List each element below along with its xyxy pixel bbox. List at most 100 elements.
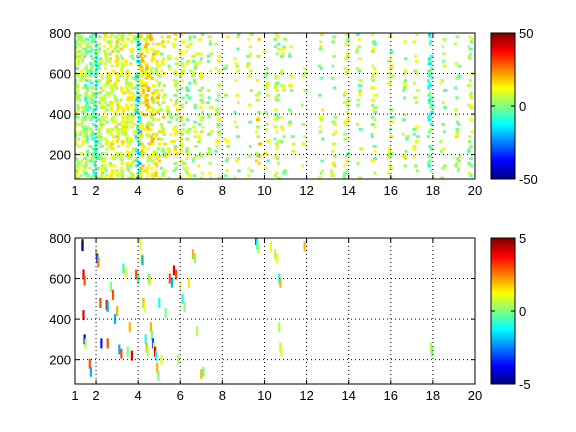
heatmap-cell bbox=[345, 52, 350, 56]
heatmap-cell bbox=[389, 135, 394, 139]
heatmap-cell bbox=[134, 103, 139, 107]
heatmap-cell bbox=[125, 76, 129, 80]
heatmap-cell bbox=[358, 93, 363, 97]
heatmap-cell bbox=[157, 142, 162, 146]
heatmap-cell bbox=[147, 120, 151, 124]
x-tick-label: 16 bbox=[384, 183, 398, 198]
heatmap-cell bbox=[75, 33, 80, 36]
heatmap-cell bbox=[174, 166, 178, 170]
heatmap-cell bbox=[137, 101, 141, 104]
heatmap-cell bbox=[401, 132, 405, 136]
heatmap-cell bbox=[119, 113, 123, 117]
heatmap-cell bbox=[389, 108, 394, 112]
heatmap-cell bbox=[150, 174, 155, 177]
heatmap-cell bbox=[330, 169, 333, 173]
heatmap-cell bbox=[223, 137, 227, 141]
heatmap-cell bbox=[199, 98, 204, 102]
heatmap-cell bbox=[456, 169, 460, 173]
heatmap-cell bbox=[206, 59, 211, 63]
heatmap-cell bbox=[143, 45, 148, 49]
heatmap-cell bbox=[94, 69, 98, 73]
heatmap-cell bbox=[157, 370, 160, 381]
heatmap-cell bbox=[154, 171, 158, 175]
heatmap-cell bbox=[198, 123, 202, 126]
heatmap-cell bbox=[88, 127, 93, 131]
heatmap-cell bbox=[275, 130, 278, 134]
heatmap-cell bbox=[181, 79, 185, 83]
heatmap-cell bbox=[191, 74, 195, 78]
heatmap-cell bbox=[185, 93, 189, 97]
heatmap-cell bbox=[257, 110, 261, 114]
heatmap-cell bbox=[215, 108, 220, 112]
heatmap-cell bbox=[194, 62, 199, 66]
heatmap-cell bbox=[76, 166, 81, 170]
heatmap-cell bbox=[100, 98, 105, 102]
heatmap-cell bbox=[113, 81, 117, 85]
heatmap-cell bbox=[110, 127, 115, 131]
heatmap-cell bbox=[274, 96, 278, 100]
colorbar-tick-label: 0 bbox=[519, 304, 526, 319]
heatmap-cell bbox=[175, 130, 179, 134]
heatmap-cell bbox=[135, 157, 138, 160]
heatmap-cell bbox=[141, 91, 145, 95]
heatmap-cell bbox=[93, 50, 98, 53]
heatmap-cell bbox=[343, 137, 348, 141]
heatmap-cell bbox=[281, 171, 287, 175]
heatmap-cell bbox=[216, 125, 220, 129]
heatmap-cell bbox=[442, 164, 447, 168]
heatmap-cell bbox=[145, 135, 149, 139]
heatmap-cell bbox=[273, 118, 278, 122]
heatmap-cell bbox=[258, 142, 262, 146]
heatmap-cell bbox=[104, 137, 107, 141]
heatmap-cell bbox=[205, 152, 211, 156]
heatmap-cell bbox=[75, 98, 79, 102]
heatmap-cell bbox=[122, 125, 127, 129]
heatmap-cell bbox=[88, 144, 93, 148]
heatmap-cell bbox=[182, 123, 186, 126]
heatmap-cell bbox=[92, 40, 96, 44]
heatmap-cell bbox=[303, 135, 307, 139]
heatmap-cell bbox=[99, 174, 104, 177]
heatmap-cell bbox=[223, 67, 227, 70]
heatmap-cell bbox=[429, 123, 434, 126]
x-tick-label: 4 bbox=[135, 388, 142, 403]
heatmap-cell bbox=[140, 59, 145, 63]
chart-1: 1 2 4 6 8 10 12 14 16 18 20 200 400 600 800 -50 0 50 bbox=[49, 26, 538, 198]
heatmap-cell bbox=[95, 166, 100, 170]
heatmap-cell bbox=[124, 79, 128, 83]
heatmap-cell bbox=[75, 79, 78, 83]
heatmap-cell bbox=[415, 169, 419, 173]
heatmap-cell bbox=[196, 326, 199, 337]
heatmap-cell bbox=[402, 154, 407, 158]
heatmap-cell bbox=[81, 86, 86, 90]
heatmap-cell bbox=[413, 164, 418, 168]
heatmap-cell bbox=[343, 120, 347, 124]
heatmap-cell bbox=[103, 123, 106, 126]
heatmap-cell bbox=[97, 101, 102, 104]
heatmap-cell bbox=[236, 135, 241, 139]
x-tick-label: 16 bbox=[384, 388, 398, 403]
x-tick-label: 8 bbox=[219, 388, 226, 403]
heatmap-cell bbox=[105, 79, 110, 83]
heatmap-cell bbox=[198, 37, 203, 41]
heatmap-cell bbox=[154, 79, 159, 83]
heatmap-cell bbox=[170, 277, 173, 288]
heatmap-cell bbox=[105, 140, 110, 143]
heatmap-cell bbox=[93, 152, 98, 156]
heatmap-cell bbox=[318, 115, 323, 119]
heatmap-cell bbox=[76, 159, 80, 163]
heatmap-cell bbox=[151, 176, 155, 179]
heatmap-cell bbox=[80, 57, 85, 61]
heatmap-cell bbox=[470, 40, 474, 44]
heatmap-cell bbox=[116, 37, 121, 41]
heatmap-cell bbox=[145, 171, 150, 175]
heatmap-cell bbox=[80, 76, 85, 80]
heatmap-cell bbox=[144, 334, 147, 345]
heatmap-cell bbox=[370, 76, 375, 80]
heatmap-cell bbox=[119, 166, 124, 170]
heatmap-cell bbox=[358, 57, 362, 61]
heatmap-cell bbox=[75, 120, 78, 124]
heatmap-cell bbox=[174, 57, 179, 61]
heatmap-cell bbox=[99, 123, 104, 126]
heatmap-cell bbox=[193, 135, 197, 139]
